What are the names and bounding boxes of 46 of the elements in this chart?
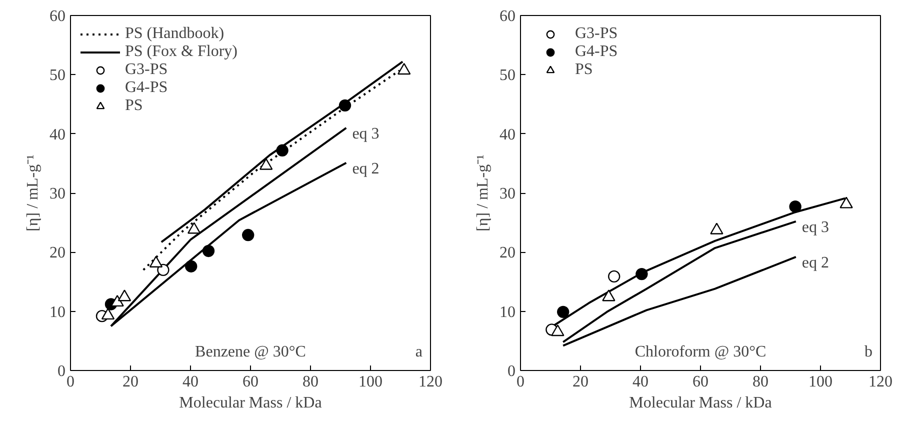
y-tick-label: 60 bbox=[500, 8, 516, 25]
y-axis-title: [η] / mL-g⁻¹ bbox=[24, 154, 42, 232]
y-tick-label: 10 bbox=[500, 304, 516, 321]
x-tick-label: 80 bbox=[302, 374, 318, 390]
y-tick-label: 60 bbox=[50, 8, 66, 25]
annotation: Chloroform @ 30°C bbox=[634, 344, 766, 360]
x-tick-label: 20 bbox=[122, 374, 138, 390]
x-tick-label: 80 bbox=[752, 374, 768, 390]
legend-label: G4-PS bbox=[125, 79, 168, 97]
y-tick-label: 50 bbox=[50, 67, 66, 84]
y-tick-label: 10 bbox=[50, 304, 66, 321]
y-tick-label: 40 bbox=[500, 126, 516, 144]
annotation: eq 3 bbox=[802, 218, 830, 236]
x-tick-label: 40 bbox=[182, 374, 198, 390]
x-tick-label: 60 bbox=[692, 374, 708, 390]
y-tick-label: 30 bbox=[50, 186, 66, 202]
legend-label: G3-PS bbox=[125, 61, 168, 79]
legend-label: PS (Handbook) bbox=[125, 25, 224, 43]
x-tick-label: 60 bbox=[242, 374, 258, 390]
legend-label: PS (Fox & Flory) bbox=[125, 43, 238, 61]
annotation: Benzene @ 30°C bbox=[195, 344, 306, 360]
y-tick-label: 40 bbox=[50, 126, 66, 144]
x-axis-title: Molecular Mass / kDa bbox=[629, 394, 772, 412]
annotation: eq 2 bbox=[802, 254, 830, 272]
y-tick-label: 20 bbox=[500, 244, 516, 262]
legend-label: PS bbox=[575, 61, 594, 79]
annotation: b bbox=[864, 344, 872, 360]
x-tick-label: 100 bbox=[808, 374, 832, 390]
x-tick-label: 40 bbox=[632, 374, 648, 390]
legend-label: G3-PS bbox=[575, 25, 618, 43]
y-tick-label: 0 bbox=[58, 363, 66, 380]
annotation: eq 2 bbox=[352, 160, 380, 178]
x-tick-label: 120 bbox=[868, 374, 892, 390]
x-tick-label: 100 bbox=[358, 374, 382, 390]
y-axis-title: [η] / mL-g⁻¹ bbox=[474, 154, 492, 232]
annotation: a bbox=[415, 344, 423, 360]
annotation: eq 3 bbox=[352, 125, 380, 142]
y-tick-label: 0 bbox=[508, 363, 516, 380]
y-tick-label: 20 bbox=[50, 244, 66, 262]
y-tick-label: 50 bbox=[500, 67, 516, 84]
x-tick-label: 20 bbox=[572, 374, 588, 390]
legend-label: PS bbox=[125, 97, 144, 115]
legend-label: G4-PS bbox=[575, 43, 618, 61]
y-tick-label: 30 bbox=[500, 186, 516, 202]
x-axis-title: Molecular Mass / kDa bbox=[179, 394, 322, 412]
x-tick-label: 120 bbox=[418, 374, 442, 390]
